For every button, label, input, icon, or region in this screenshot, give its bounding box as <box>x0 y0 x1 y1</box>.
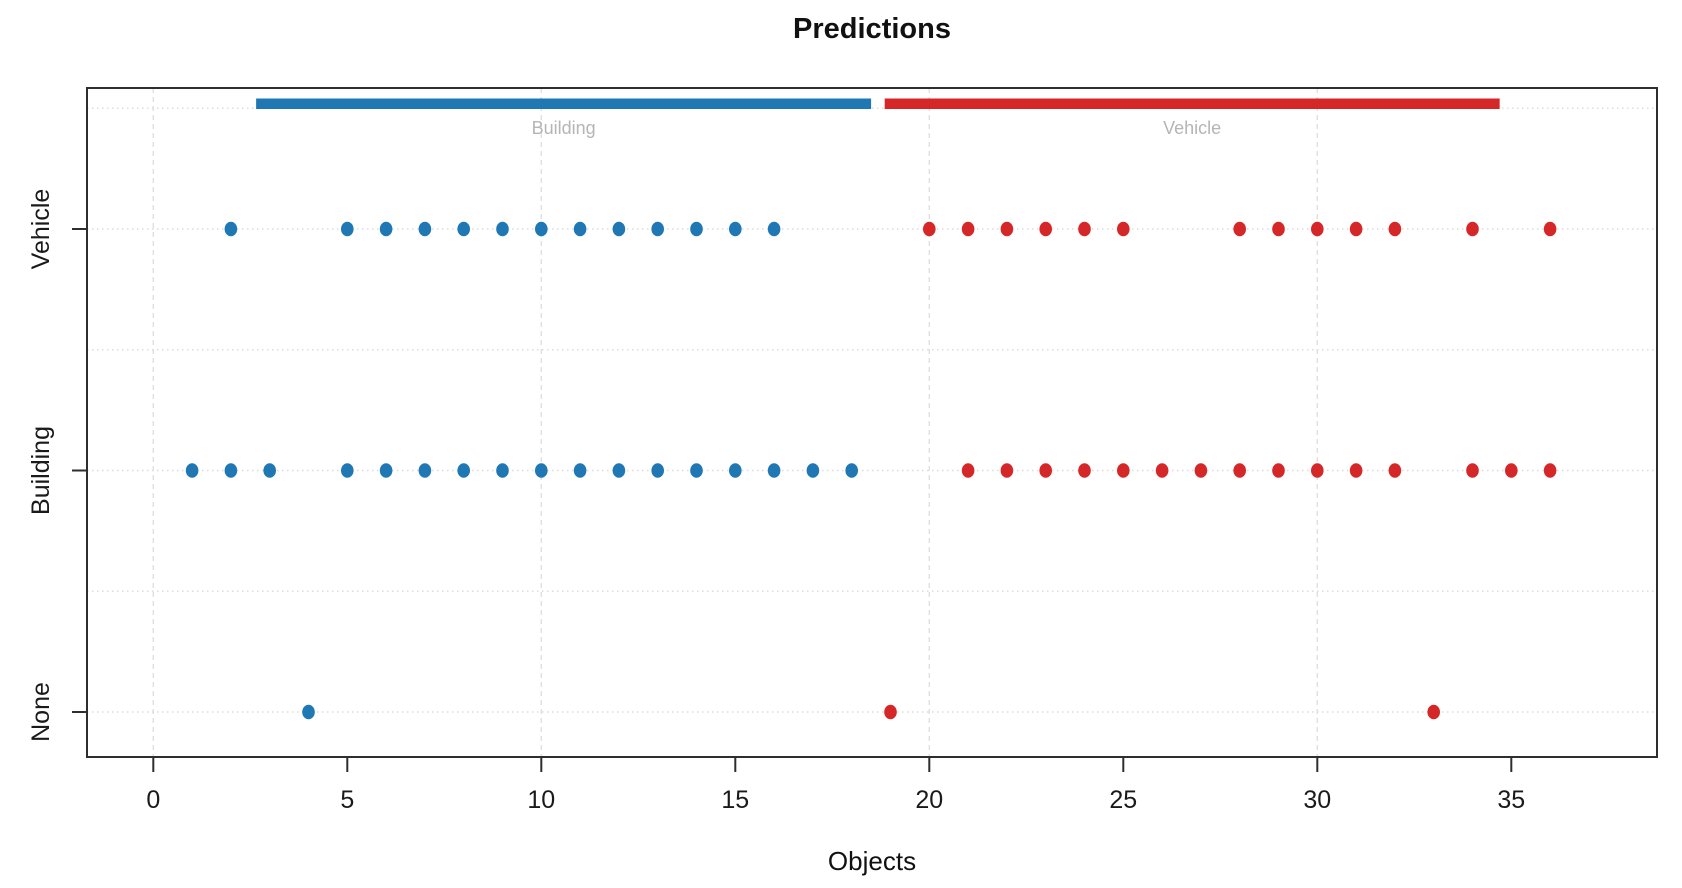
data-point <box>923 221 936 237</box>
data-point <box>884 704 897 720</box>
chart-title: Predictions <box>793 13 951 45</box>
data-point <box>1000 221 1014 237</box>
data-point <box>418 221 432 237</box>
data-point <box>1311 221 1324 237</box>
data-point <box>263 463 277 478</box>
x-tick-label: 5 <box>340 786 354 814</box>
data-point <box>1078 221 1091 237</box>
data-point <box>535 221 548 237</box>
x-tick-label: 0 <box>146 786 160 814</box>
class-span-bar-label: Building <box>532 118 596 138</box>
data-point <box>612 463 626 478</box>
x-tick-label: 20 <box>915 786 943 814</box>
data-point <box>651 221 664 237</box>
data-point <box>496 221 509 237</box>
class-span-bar <box>884 98 1500 109</box>
data-point <box>1543 221 1557 237</box>
data-point <box>1272 463 1285 478</box>
data-point <box>806 463 820 478</box>
x-tick-label: 10 <box>527 786 555 814</box>
data-point <box>379 463 393 478</box>
y-tick-label: Building <box>27 426 55 515</box>
data-point <box>729 221 742 237</box>
data-point <box>418 463 432 478</box>
class-span-bar <box>256 98 872 109</box>
data-point <box>1078 463 1091 478</box>
data-point <box>612 221 626 237</box>
data-point <box>1311 463 1324 478</box>
data-point <box>1349 463 1363 478</box>
data-point <box>496 463 509 478</box>
data-point <box>690 463 703 478</box>
x-tick-label: 35 <box>1497 786 1525 814</box>
data-point <box>1000 463 1014 478</box>
data-point <box>1543 463 1557 478</box>
data-point <box>729 463 742 478</box>
data-point <box>573 221 587 237</box>
data-point <box>1349 221 1363 237</box>
data-point <box>1155 463 1169 478</box>
data-point <box>845 463 858 478</box>
data-point <box>341 463 354 478</box>
data-point <box>224 463 238 478</box>
data-point <box>457 463 471 478</box>
data-point <box>767 463 781 478</box>
data-point <box>961 463 975 478</box>
data-point <box>1272 221 1285 237</box>
data-point <box>1117 221 1130 237</box>
data-point <box>1427 704 1440 720</box>
data-point <box>961 221 975 237</box>
y-tick-label: Vehicle <box>27 189 55 270</box>
y-tick-label: None <box>27 682 55 742</box>
data-point <box>379 221 393 237</box>
grid-layer <box>87 88 1657 757</box>
data-point <box>1233 221 1246 237</box>
data-point <box>651 463 664 478</box>
data-point <box>457 221 471 237</box>
data-point <box>1039 463 1052 478</box>
data-point <box>224 221 238 237</box>
data-point <box>1466 221 1479 237</box>
data-point <box>1466 463 1479 478</box>
data-layer: Building Vehicle <box>185 98 1557 720</box>
data-point <box>767 221 781 237</box>
data-point <box>690 221 703 237</box>
data-point <box>185 463 199 478</box>
data-point <box>1117 463 1130 478</box>
class-span-bar-label: Vehicle <box>1163 118 1221 138</box>
x-tick-label: 15 <box>721 786 749 814</box>
data-point <box>1505 463 1518 478</box>
data-point <box>573 463 587 478</box>
data-point <box>1233 463 1246 478</box>
data-point <box>1388 463 1402 478</box>
data-point <box>1194 463 1208 478</box>
data-point <box>302 704 315 720</box>
data-point <box>341 221 354 237</box>
data-point <box>1039 221 1052 237</box>
x-axis-title: Objects <box>828 846 916 876</box>
data-point <box>1388 221 1402 237</box>
x-tick-label: 30 <box>1303 786 1331 814</box>
plot-box <box>86 87 1658 758</box>
x-tick-label: 25 <box>1109 786 1137 814</box>
axis-layer: 0 5 10 15 20 25 30 35 None Building Vehicle <box>27 87 1658 814</box>
data-point <box>535 463 548 478</box>
